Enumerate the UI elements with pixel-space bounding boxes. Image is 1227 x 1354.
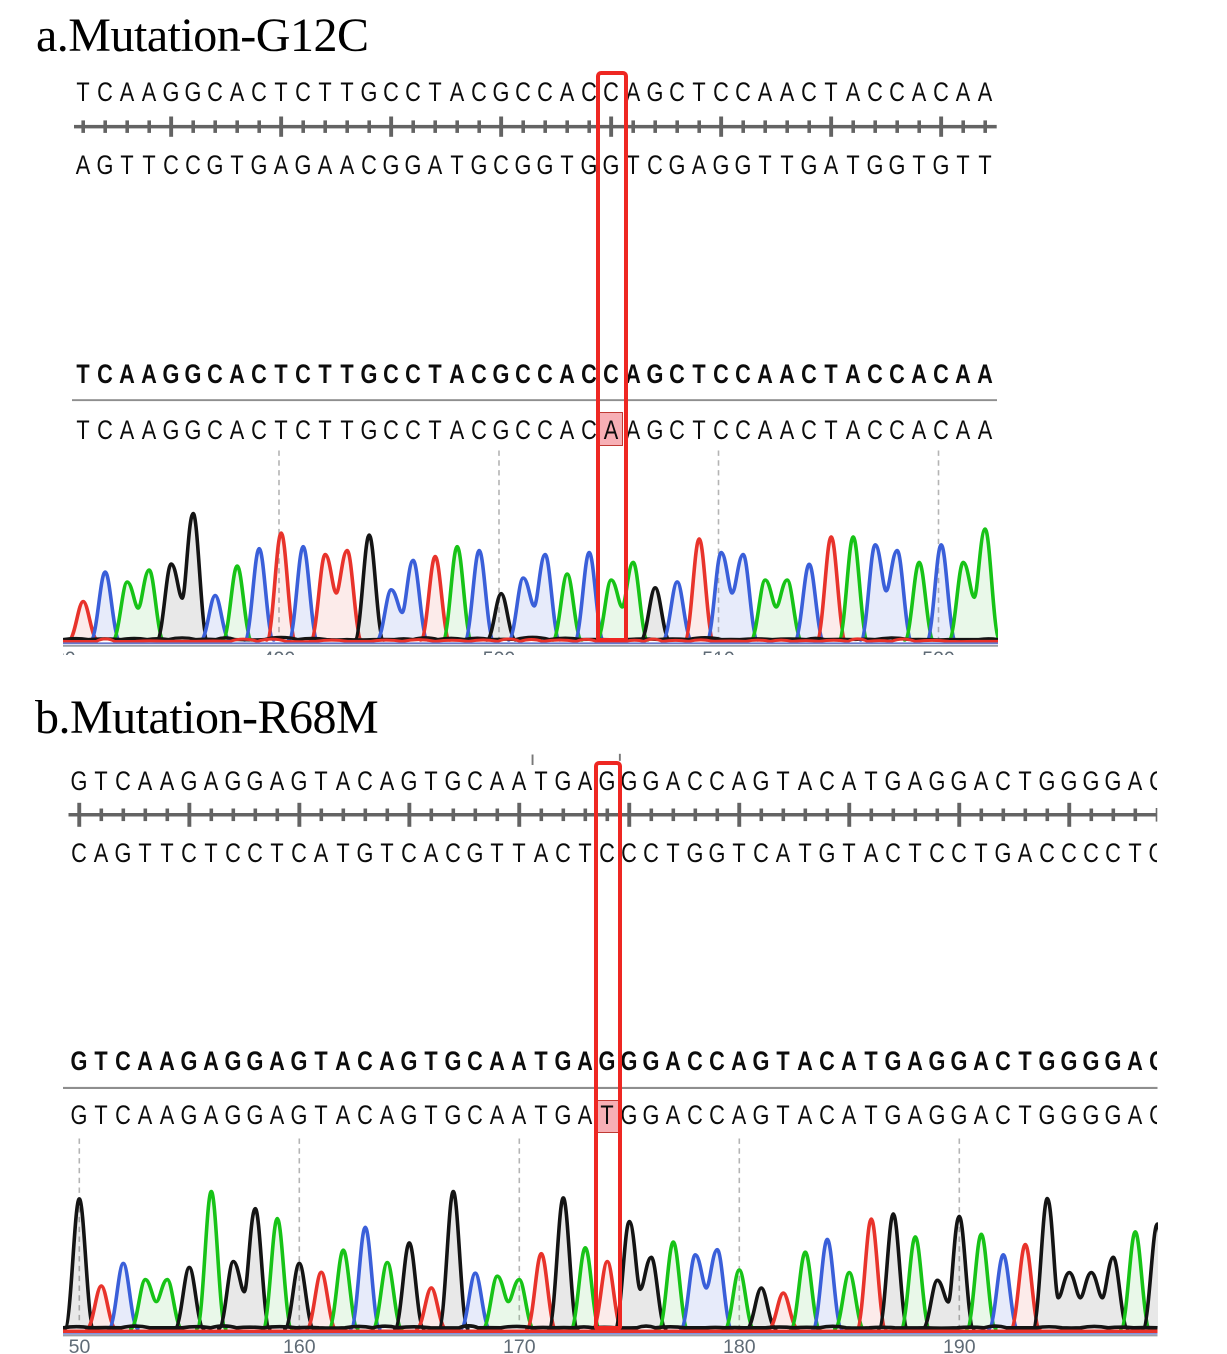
svg-text:180: 180	[723, 1336, 756, 1354]
svg-text:50: 50	[69, 1336, 91, 1354]
svg-text:480: 480	[63, 648, 76, 655]
svg-text:190: 190	[943, 1336, 976, 1354]
svg-text:500: 500	[483, 648, 516, 655]
svg-text:160: 160	[283, 1336, 316, 1354]
svg-text:510: 510	[702, 648, 735, 655]
svg-text:490: 490	[263, 648, 296, 655]
svg-text:170: 170	[503, 1336, 536, 1354]
svg-text:520: 520	[922, 648, 955, 655]
